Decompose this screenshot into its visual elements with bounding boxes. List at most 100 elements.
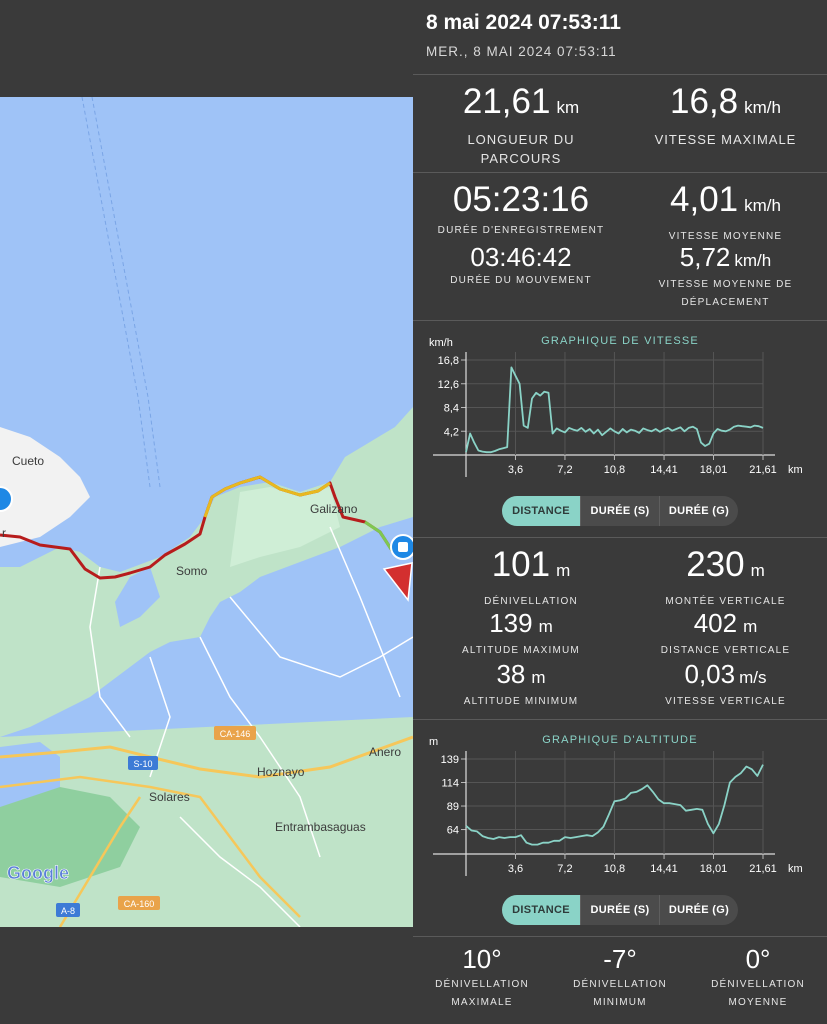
slope-avg-value: 0° (745, 944, 771, 974)
road-shield (214, 726, 256, 740)
divider (413, 320, 827, 321)
altitude-mode-time-g[interactable]: DURÉE (G) (659, 895, 738, 925)
speed-chart-x-tick-label: 3,6 (508, 464, 523, 476)
distance-label: LONGUEUR DU PARCOURS (467, 132, 575, 166)
recording-time-label: DURÉE D'ENREGISTREMENT (437, 225, 605, 236)
avg-speed-unit: km/h (744, 196, 781, 215)
road (179, 816, 301, 927)
stat-elev-gain: 101 m DÉNIVELLATION (433, 545, 629, 611)
max-alt-label: ALTITUDE MAXIMUM (462, 645, 580, 656)
vert-dist-value: 402 (693, 608, 738, 638)
speed-chart-title: GRAPHIQUE DE VITESSE (541, 335, 699, 347)
speed-chart-x-unit: km (788, 464, 803, 476)
stop-icon (398, 542, 408, 552)
vert-dist-label: DISTANCE VERTICALE (660, 645, 791, 656)
bay-water (115, 567, 160, 627)
road (329, 526, 401, 698)
max-speed-unit: km/h (744, 98, 781, 117)
altitude-chart-mode-toggle[interactable]: DISTANCE DURÉE (S) DURÉE (G) (502, 895, 738, 925)
max-speed-label: VITESSE MAXIMALE (654, 132, 797, 147)
road (229, 596, 413, 678)
altitude-chart-x-unit: km (788, 863, 803, 875)
speed-chart[interactable]: km/h 4,2 8,4 12,6 16,8 3,6 7,2 10,8 14,41 18,01 21… (413, 330, 827, 480)
speed-chart-y-tick-label: 12,6 (438, 379, 459, 391)
stat-avg-speed: 4,01 km/h VITESSE MOYENNE (638, 180, 813, 246)
stat-slope-min: -7° DÉNIVELLATION MINIMUM (551, 944, 689, 1012)
divider (413, 719, 827, 720)
google-logo: Google (7, 863, 69, 883)
stat-slope-max: 10° DÉNIVELLATION MAXIMALE (413, 944, 551, 1012)
map-canvas[interactable]: Cueto Galizano Somo Hoznayo Solares Entr… (0, 97, 413, 927)
road-shield (128, 756, 158, 770)
moving-time-label: DURÉE DU MOUVEMENT (450, 275, 592, 286)
speed-chart-y-tick-label: 4,2 (444, 426, 459, 438)
altitude-chart-title: GRAPHIQUE D'ALTITUDE (542, 734, 698, 746)
speed-mode-time-g[interactable]: DURÉE (G) (659, 496, 738, 526)
place-label-cueto: Cueto (12, 454, 44, 468)
elev-gain-label: DÉNIVELLATION (484, 596, 578, 607)
climb-label: MONTÉE VERTICALE (665, 596, 786, 607)
place-label-hoznayo: Hoznayo (257, 765, 305, 779)
speed-chart-mode-toggle[interactable]: DISTANCE DURÉE (S) DURÉE (G) (502, 496, 738, 526)
road-label-s10: S-10 (133, 759, 152, 769)
altitude-chart-y-tick-label: 64 (447, 825, 459, 837)
speed-chart-y-tick-label: 8,4 (444, 403, 459, 415)
speed-chart-y-tick-label: 16,8 (438, 355, 459, 367)
stat-vert-speed: 0,03 m/s VITESSE VERTICALE (638, 659, 813, 711)
vert-speed-value: 0,03 (684, 659, 736, 689)
avg-moving-speed-unit: km/h (734, 251, 772, 270)
divider (413, 74, 827, 75)
road-label-ca160: CA-160 (124, 899, 155, 909)
recording-time-value: 05:23:16 (452, 180, 590, 219)
stats-panel[interactable]: 8 mai 2024 07:53:11 MER., 8 MAI 2024 07:… (413, 0, 827, 1024)
place-label-solares: Solares (149, 790, 190, 804)
max-speed-value: 16,8 (670, 82, 739, 121)
road (199, 636, 321, 858)
speed-mode-distance[interactable]: DISTANCE (502, 496, 580, 526)
altitude-mode-time-s[interactable]: DURÉE (S) (580, 895, 659, 925)
divider (413, 936, 827, 937)
stat-moving-time: 03:46:42 DURÉE DU MOUVEMENT (423, 242, 619, 290)
divider (413, 537, 827, 538)
vert-dist-unit: m (743, 617, 758, 636)
altitude-chart-x-tick-label: 18,01 (700, 863, 728, 875)
land-area (0, 407, 413, 737)
altitude-chart-y-tick-label: 114 (441, 778, 459, 790)
vert-speed-label: VITESSE VERTICALE (665, 696, 786, 707)
avg-speed-value: 4,01 (670, 180, 739, 219)
speed-chart-x-tick-label: 14,41 (650, 464, 678, 476)
road-shield (118, 896, 160, 910)
min-alt-value: 38 (496, 659, 526, 689)
speed-chart-series-line (465, 366, 764, 454)
road-label-a8: A-8 (61, 906, 75, 916)
stat-slope-avg: 0° DÉNIVELLATION MOYENNE (689, 944, 827, 1012)
forest-area (0, 787, 140, 887)
speed-mode-time-s[interactable]: DURÉE (S) (580, 496, 659, 526)
stat-avg-moving-speed: 5,72 km/h VITESSE MOYENNE DE DÉPLACEMENT (648, 242, 803, 312)
altitude-mode-distance[interactable]: DISTANCE (502, 895, 580, 925)
route-map[interactable]: Cueto Galizano Somo Hoznayo Solares Entr… (0, 97, 413, 927)
climb-value: 230 (686, 545, 745, 584)
place-label-anero: Anero (369, 745, 401, 759)
speed-chart-y-unit: km/h (429, 337, 453, 349)
slope-min-label: DÉNIVELLATION MINIMUM (573, 979, 667, 1008)
elev-gain-value: 101 (491, 545, 551, 584)
altitude-chart-x-tick-label: 10,8 (604, 863, 625, 875)
stat-max-alt: 139 m ALTITUDE MAXIMUM (423, 608, 619, 660)
speed-chart-x-tick-label: 7,2 (557, 464, 572, 476)
slope-avg-label: DÉNIVELLATION MOYENNE (711, 979, 805, 1008)
track-date: MER., 8 MAI 2024 07:53:11 (426, 44, 617, 59)
altitude-chart[interactable]: m 64 89 114 139 3,6 7,2 10,8 14,41 18,01 21,61 km (413, 729, 827, 879)
shipping-lane (91, 97, 161, 488)
altitude-chart-x-tick-label: 14,41 (650, 863, 678, 875)
start-marker-icon[interactable] (0, 486, 13, 512)
distance-unit: km (556, 98, 580, 117)
avg-speed-label: VITESSE MOYENNE (668, 231, 783, 242)
road-label-ca146: CA-146 (220, 729, 251, 739)
altitude-chart-y-tick-label: 89 (447, 801, 459, 813)
slope-min-value: -7° (603, 944, 637, 974)
speed-chart-x-tick-label: 18,01 (700, 464, 728, 476)
track-title: 8 mai 2024 07:53:11 (426, 11, 621, 34)
max-alt-value: 139 (489, 608, 533, 638)
stat-distance: 21,61 km LONGUEUR DU PARCOURS (433, 82, 609, 168)
